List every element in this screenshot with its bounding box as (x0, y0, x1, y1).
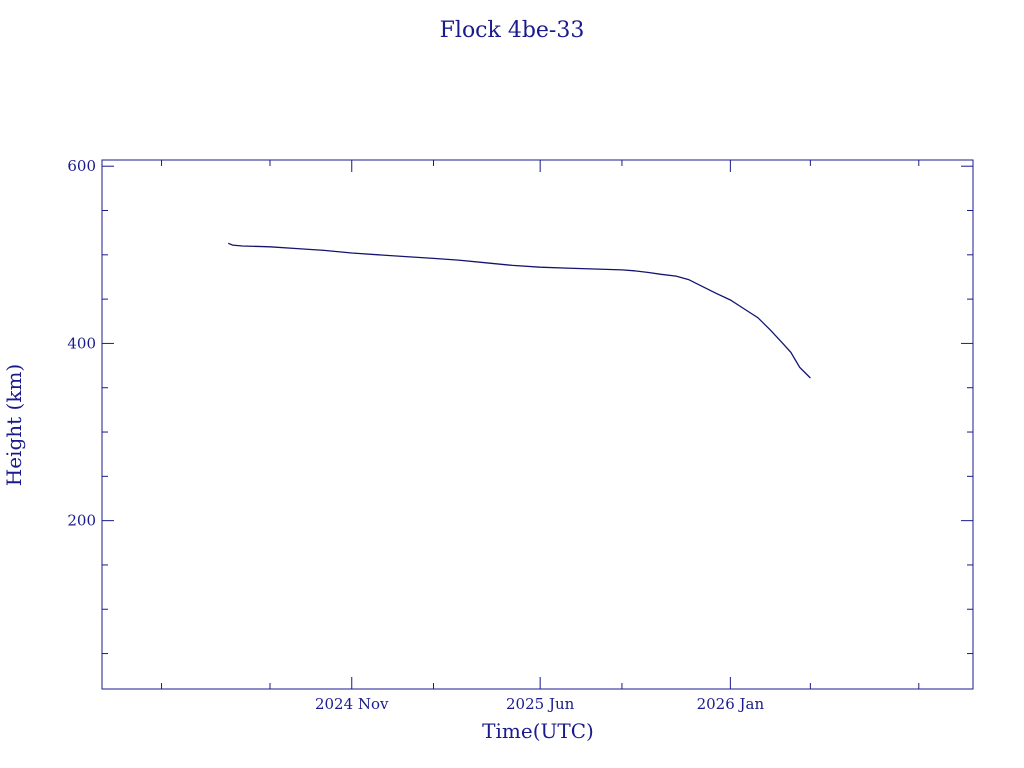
x-tick-label: 2025 Jun (506, 695, 575, 713)
y-tick-label: 600 (67, 157, 96, 175)
height-series-line (227, 242, 811, 379)
y-tick-label: 400 (67, 334, 96, 352)
x-ticks (161, 160, 920, 689)
chart-title: Flock 4be-33 (440, 18, 585, 43)
x-tick-label: 2026 Jan (697, 695, 765, 713)
y-axis-label: Height (km) (2, 364, 26, 486)
x-axis-label: Time(UTC) (482, 719, 594, 743)
y-tick-labels: 200 400 600 (67, 157, 96, 529)
plot-frame (101, 159, 974, 690)
x-tick-labels: 2024 Nov 2025 Jun 2026 Jan (315, 695, 765, 713)
y-ticks (102, 165, 973, 655)
y-tick-label: 200 (67, 512, 96, 530)
x-tick-label: 2024 Nov (315, 695, 389, 713)
